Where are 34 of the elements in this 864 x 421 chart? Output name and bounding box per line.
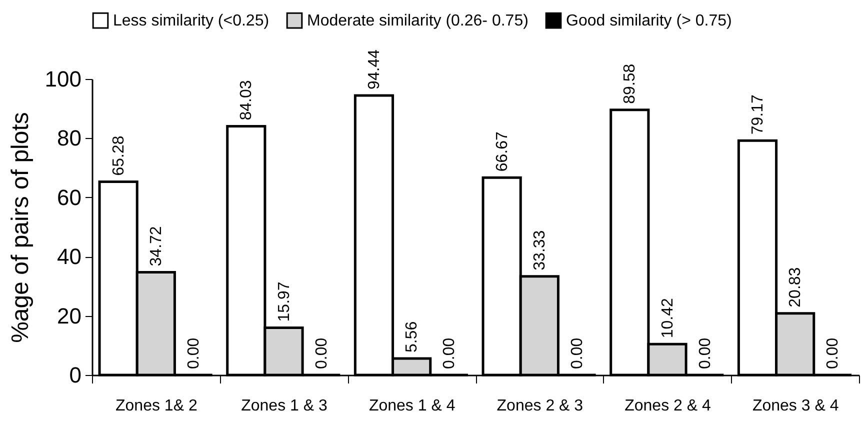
- y-tick-label: 80: [57, 126, 82, 151]
- y-tick-label: 20: [57, 303, 82, 328]
- legend-label: Good similarity (> 0.75): [566, 12, 732, 30]
- legend-label: Less similarity (<0.25): [113, 12, 270, 30]
- y-tick-label: 60: [57, 184, 82, 210]
- data-label: 5.56: [404, 321, 421, 353]
- data-label: 66.67: [494, 132, 511, 172]
- data-label: 15.97: [276, 282, 293, 322]
- x-tick-label: Zones 1 & 3: [241, 398, 328, 414]
- data-label: 65.28: [110, 136, 128, 176]
- y-tick-label: 100: [44, 66, 82, 92]
- y-tick-label: 0: [69, 362, 82, 388]
- x-tick-label: Zones 2 & 3: [496, 398, 584, 414]
- legend-label: Moderate similarity (0.26- 0.75): [307, 12, 528, 30]
- data-label: 33.33: [531, 230, 548, 270]
- x-tick-label: Zones 2 & 4: [624, 398, 711, 414]
- data-label: 89.58: [622, 64, 639, 104]
- data-label: 20.83: [787, 267, 804, 308]
- x-tick-label: Zones 1 & 4: [368, 398, 456, 414]
- x-tick-label: Zones 3 & 4: [752, 398, 839, 414]
- y-axis-title: %age of pairs of plots: [6, 112, 34, 343]
- data-label: 34.72: [148, 226, 165, 266]
- data-label: 84.03: [238, 80, 256, 120]
- data-label: 0.00: [186, 338, 203, 369]
- data-label: 79.17: [749, 94, 766, 135]
- data-label: 10.42: [659, 298, 676, 338]
- y-tick-label: 40: [57, 244, 82, 270]
- data-label: 0.00: [569, 338, 586, 369]
- data-label: 0.00: [313, 338, 330, 369]
- x-tick-label: Zones 1& 2: [116, 398, 198, 414]
- data-label: 0.00: [696, 338, 714, 369]
- data-label: 0.00: [824, 338, 842, 369]
- data-label: 94.44: [366, 49, 383, 90]
- data-label: 0.00: [441, 338, 458, 369]
